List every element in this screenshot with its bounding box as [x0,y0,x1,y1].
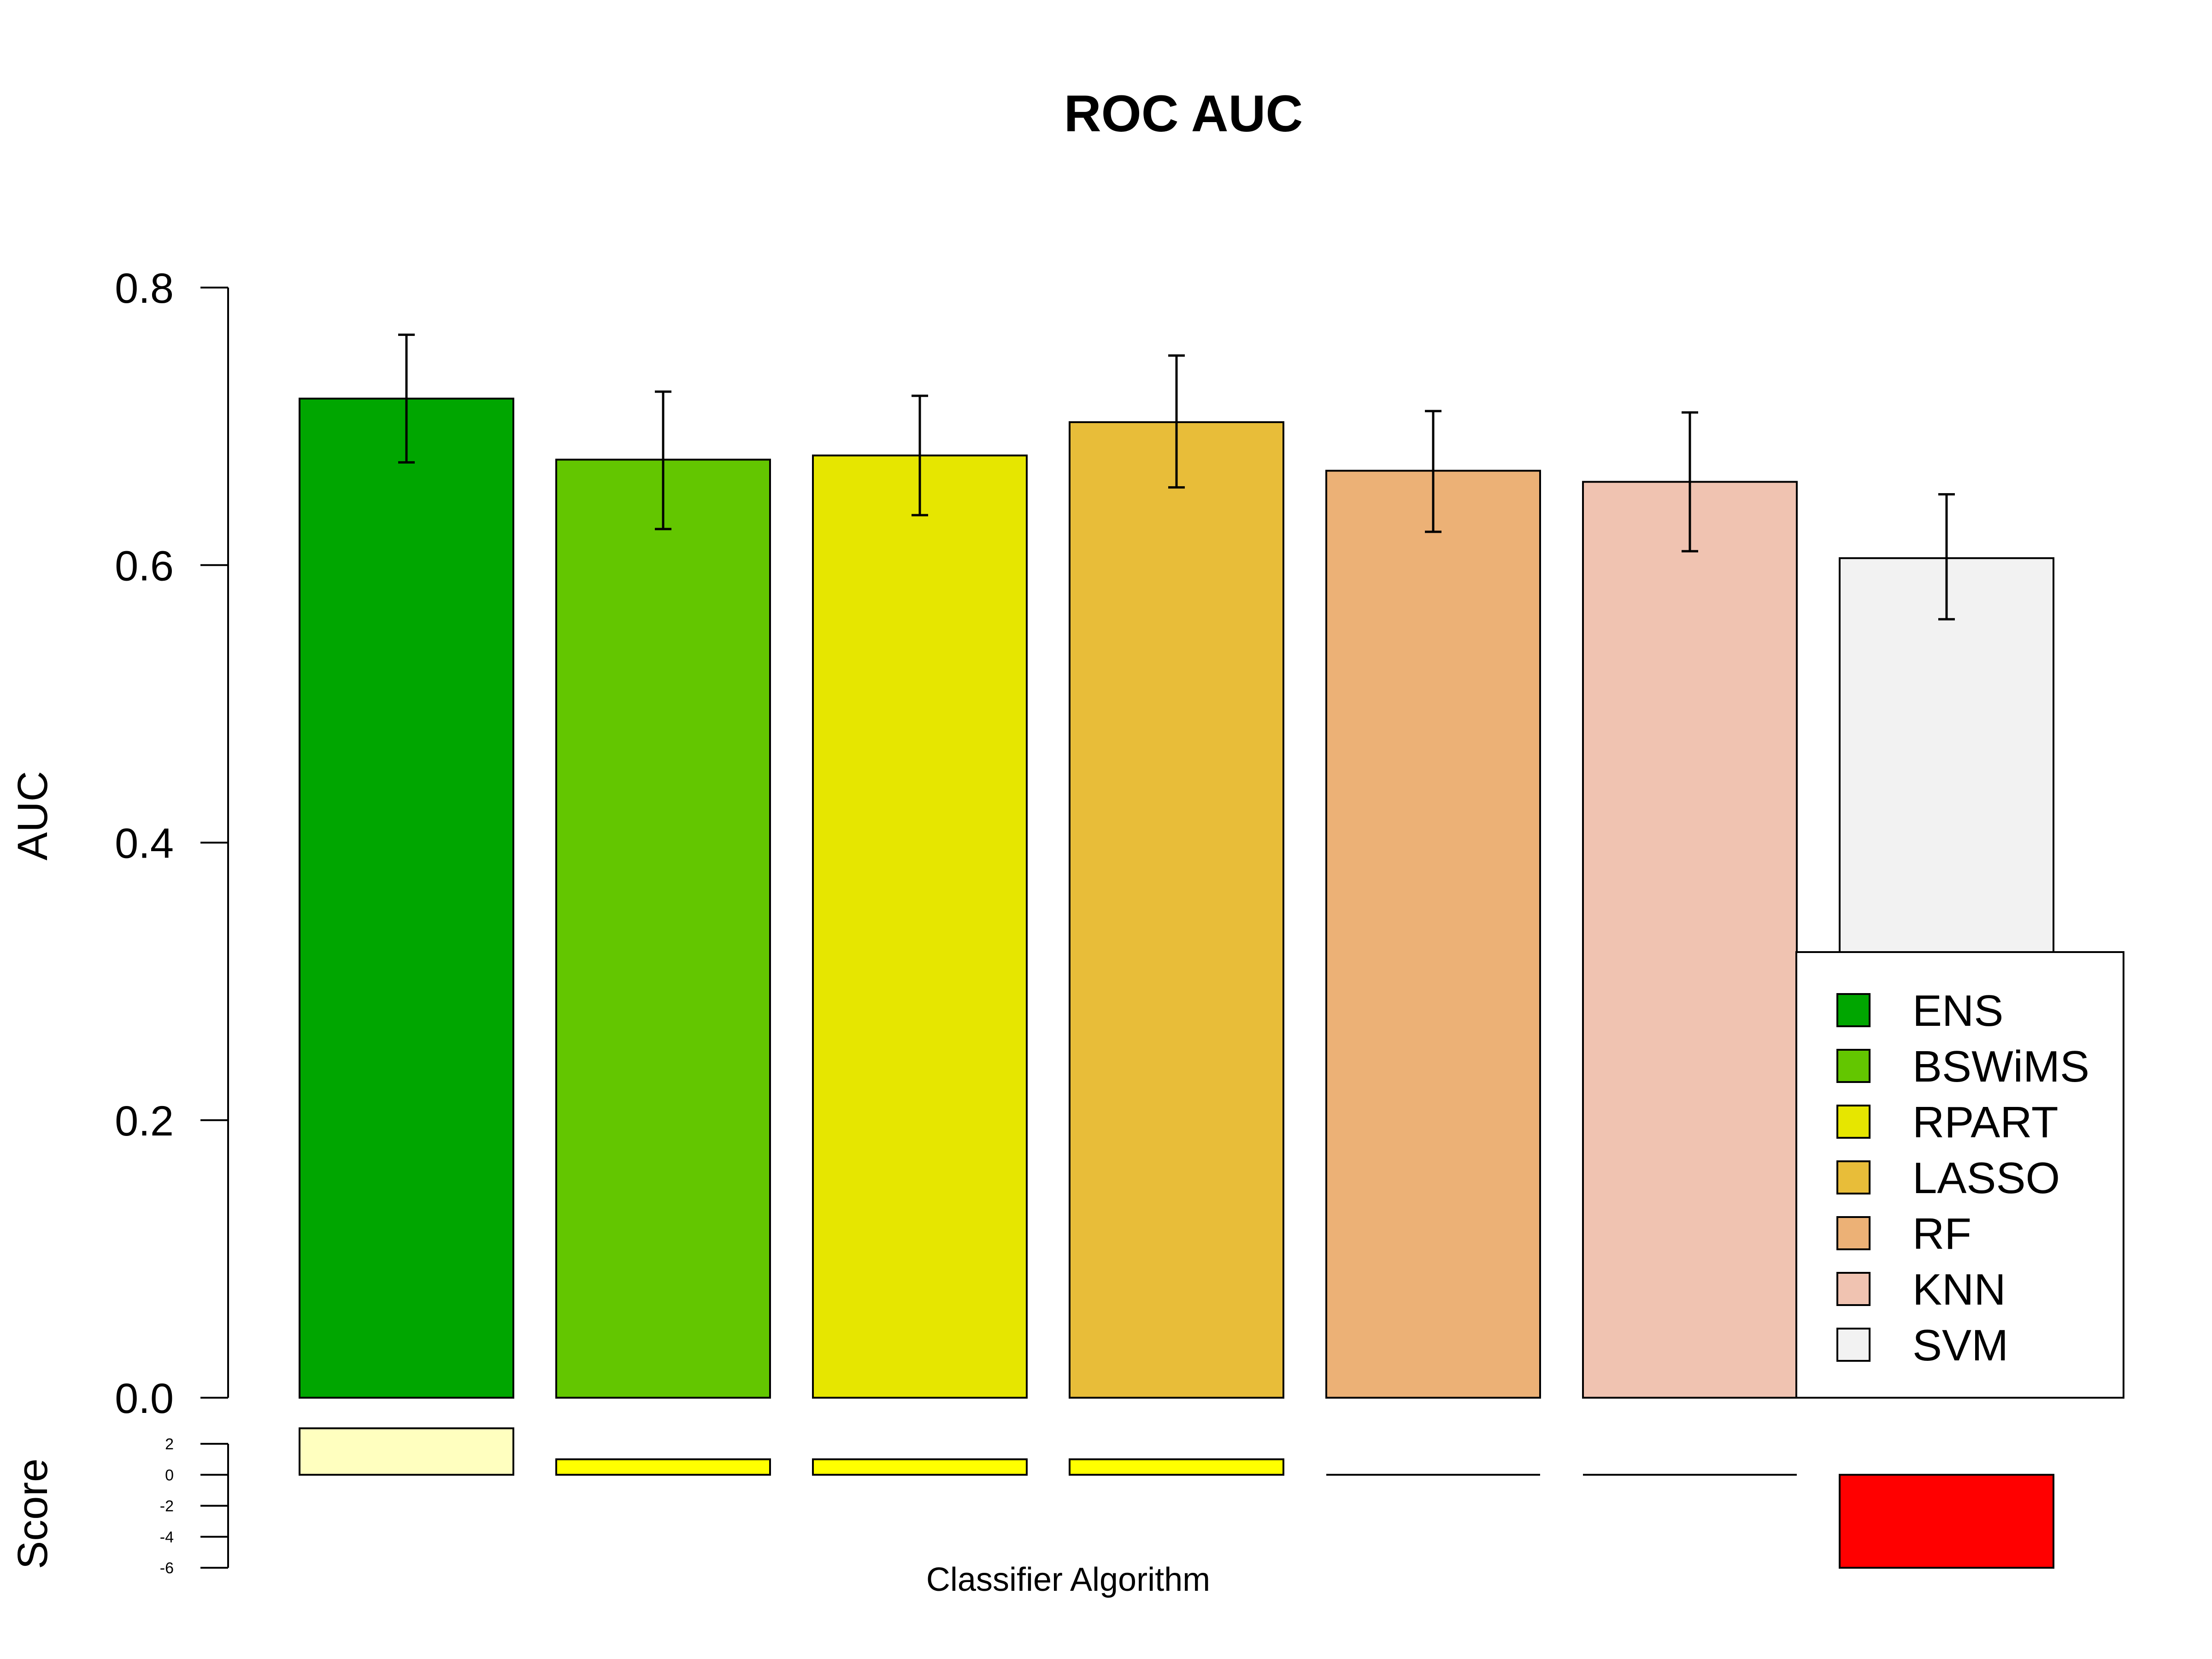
legend-swatch [1836,1160,1871,1194]
legend-label: KNN [1912,1265,2006,1314]
bar-rpart [812,454,1028,1399]
y-axis-label: AUC [9,771,56,860]
bars-group [299,397,2054,1399]
chart-title: ROC AUC [1064,85,1303,142]
bar-rf [1325,470,1541,1399]
bar-lasso [1069,421,1284,1399]
error-bar-rf [1425,410,1441,533]
score-bar-svm [1839,1474,2054,1569]
score-axis-label: Score [9,1459,56,1569]
legend-label: ENS [1912,986,2003,1035]
legend-label: RPART [1912,1098,2059,1147]
legend-swatch [1836,1049,1871,1083]
legend-item-rf: RF [1836,1209,1971,1259]
y-tick-label: 0.0 [115,1375,174,1422]
score-bar-rpart [812,1458,1028,1476]
legend-item-bswims: BSWiMS [1836,1042,2089,1091]
y-tick-label: 0.4 [115,820,174,867]
legend-item-knn: KNN [1836,1265,2006,1314]
score-tick-label: -2 [160,1498,174,1515]
error-bar-knn [1682,411,1698,553]
score-bar-lasso [1069,1458,1284,1476]
bar-knn [1582,481,1798,1399]
y-tick-label: 0.2 [115,1098,174,1145]
y-tick-label: 0.8 [115,265,174,312]
x-axis-label: Classifier Algorithm [926,1561,1210,1598]
legend: ENS BSWiMS RPART LASSO RF KNN SVM [1795,951,2124,1399]
legend-item-svm: SVM [1836,1321,2008,1370]
legend-label: SVM [1912,1321,2008,1370]
legend-swatch [1836,993,1871,1027]
legend-swatch [1836,1272,1871,1306]
error-bar-rpart [912,394,928,517]
legend-swatch [1836,1105,1871,1139]
legend-swatch [1836,1328,1871,1362]
bar-bswims [555,459,771,1399]
y-tick-label: 0.6 [115,542,174,589]
y-axis: 0.0 0.2 0.4 0.6 0.8 [115,265,229,1422]
error-bars-group [398,333,1955,621]
legend-label: BSWiMS [1912,1042,2089,1091]
legend-label: LASSO [1912,1153,2060,1203]
error-bar-bswims [655,390,671,530]
score-bars-group [299,1427,2054,1569]
legend-swatch [1836,1216,1871,1250]
legend-label: RF [1912,1209,1971,1259]
score-tick-label: -6 [160,1559,174,1577]
legend-item-ens: ENS [1836,986,2003,1035]
score-axis: 2 0 -2 -4 -6 [160,1435,229,1577]
score-tick-label: 0 [165,1466,174,1484]
error-bar-ens [398,333,415,464]
score-bar-ens [299,1427,514,1476]
bar-ens [299,397,514,1399]
error-bar-lasso [1168,354,1185,489]
score-tick-label: -4 [160,1529,174,1546]
score-tick-label: 2 [165,1435,174,1453]
error-bar-svm [1938,493,1955,621]
score-bar-bswims [555,1458,771,1476]
legend-item-lasso: LASSO [1836,1153,2060,1203]
legend-item-rpart: RPART [1836,1098,2059,1147]
